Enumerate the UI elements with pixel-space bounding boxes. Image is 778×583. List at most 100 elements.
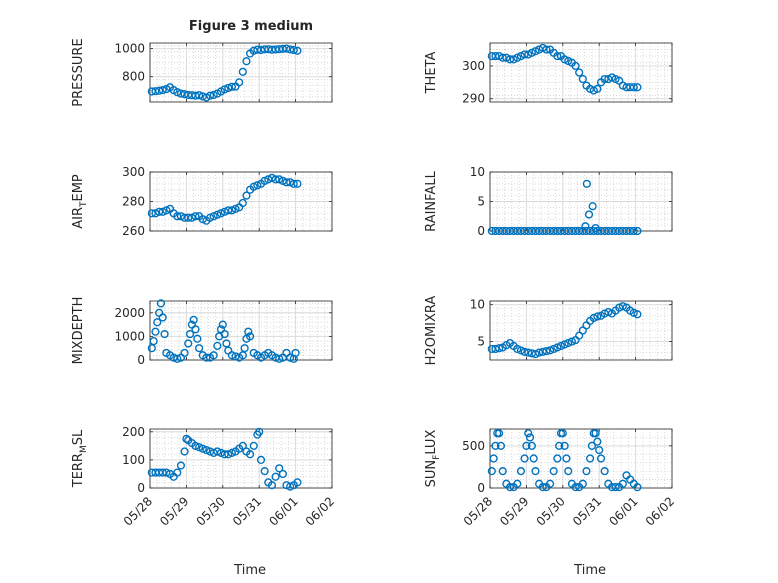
data-point — [185, 329, 195, 339]
data-point — [489, 454, 498, 463]
y-tick-label: 280 — [122, 195, 145, 209]
data-point — [216, 209, 226, 218]
y-axis-label: THETA — [424, 52, 439, 95]
axes-box — [489, 300, 673, 361]
data-point — [220, 207, 229, 216]
data-point — [240, 344, 249, 353]
subplot-4: 0 5 10 RAINFALL — [424, 165, 673, 238]
data-point — [275, 175, 284, 184]
data-point — [611, 483, 620, 492]
data-point — [505, 483, 515, 492]
data-point — [184, 339, 193, 348]
figure-title: Figure 3 medium — [189, 19, 313, 34]
data-point — [176, 212, 186, 221]
data-point — [291, 348, 300, 358]
y-tick-label: 290 — [462, 92, 485, 106]
y-axis-label: H2OMIXRA — [424, 296, 439, 366]
data-point — [293, 46, 302, 55]
plot-area — [490, 43, 672, 102]
subplot-1: 800 1000 PRESSURE — [71, 38, 333, 107]
data-point — [209, 351, 218, 360]
data-point — [238, 441, 247, 450]
y-axis-label: AIRTEMP — [71, 174, 89, 229]
data-point — [584, 210, 594, 219]
data-point — [542, 45, 551, 54]
data-point — [278, 469, 287, 479]
data-point — [505, 55, 515, 64]
data-point — [629, 83, 638, 92]
data-point — [516, 346, 526, 355]
data-point — [553, 454, 562, 463]
data-point — [567, 337, 577, 346]
data-point — [564, 467, 573, 476]
y-axis-label: RAINFALL — [424, 170, 439, 231]
data-point — [596, 454, 606, 463]
data-point — [158, 468, 167, 477]
data-point — [195, 443, 204, 452]
data-point — [289, 45, 298, 55]
data-point — [560, 441, 569, 450]
data-point — [180, 348, 189, 358]
data-point — [588, 202, 597, 211]
data-point — [629, 308, 638, 317]
data-point — [571, 483, 580, 492]
data-point — [633, 310, 642, 319]
data-point — [222, 339, 231, 348]
data-point — [496, 441, 506, 450]
data-point — [633, 83, 642, 92]
data-point — [553, 52, 562, 61]
data-point — [246, 332, 255, 341]
y-tick-label: 300 — [122, 165, 145, 179]
data-point — [227, 82, 237, 91]
data-point — [560, 340, 569, 349]
data-point — [158, 207, 167, 216]
y-tick-label: 300 — [462, 59, 485, 73]
data-point — [286, 353, 295, 362]
data-point — [151, 327, 160, 336]
data-point — [582, 179, 591, 188]
data-point — [564, 338, 573, 348]
y-tick-label: 260 — [122, 224, 145, 238]
data-point — [595, 445, 604, 455]
data-point — [193, 334, 202, 343]
data-point — [191, 325, 200, 334]
data-point — [520, 50, 529, 59]
data-point — [491, 441, 500, 450]
data-point — [575, 68, 584, 77]
data-point — [249, 182, 258, 191]
data-point — [184, 213, 193, 222]
data-point — [542, 347, 551, 356]
axes-box — [149, 428, 333, 489]
data-point — [195, 91, 204, 100]
data-point — [220, 450, 229, 459]
data-point — [158, 85, 167, 95]
data-point — [618, 479, 627, 488]
data-point — [520, 347, 529, 356]
plot-area — [490, 429, 672, 488]
data-point — [618, 302, 627, 311]
data-point — [238, 67, 247, 76]
data-point — [224, 206, 233, 215]
data-point — [216, 448, 226, 457]
data-point — [173, 354, 182, 363]
y-tick-label: 200 — [122, 425, 145, 439]
data-point — [198, 444, 207, 453]
y-axis-label: PRESSURE — [71, 38, 86, 106]
data-point — [278, 176, 287, 185]
y-tick-label: 1000 — [114, 42, 145, 56]
data-point — [555, 441, 564, 450]
x-axis-label: Time — [573, 563, 606, 578]
data-point — [173, 212, 182, 221]
y-tick-label: 500 — [462, 439, 485, 453]
data-point — [520, 454, 529, 463]
data-point — [260, 467, 269, 476]
data-point — [571, 61, 580, 71]
data-point — [224, 83, 233, 93]
data-point — [535, 348, 544, 357]
data-point — [553, 343, 562, 352]
data-point — [498, 467, 507, 476]
y-tick-label: 0 — [137, 353, 145, 367]
data-point — [158, 313, 167, 322]
data-point — [549, 344, 558, 354]
data-point — [267, 481, 277, 490]
